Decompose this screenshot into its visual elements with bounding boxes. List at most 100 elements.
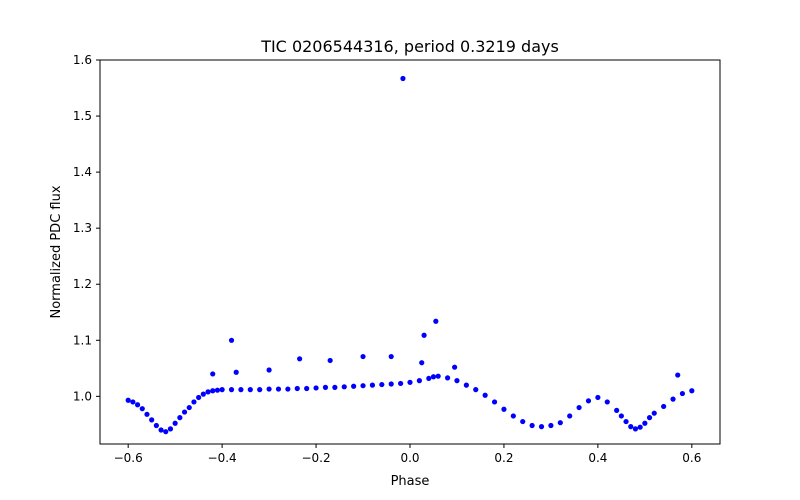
data-point — [407, 379, 413, 385]
chart-title: TIC 0206544316, period 0.3219 days — [260, 37, 559, 56]
data-points — [125, 75, 695, 435]
data-point — [210, 388, 216, 394]
data-point — [426, 375, 432, 382]
x-tick-label: 0.4 — [588, 451, 607, 465]
data-point — [219, 387, 225, 393]
data-point — [172, 420, 178, 426]
data-point — [646, 415, 653, 421]
data-point — [433, 318, 439, 324]
data-point — [297, 356, 303, 362]
data-point — [637, 424, 643, 430]
data-point — [419, 360, 425, 366]
data-point — [257, 387, 263, 393]
data-point — [228, 387, 235, 393]
data-point — [167, 426, 174, 432]
y-tick-label: 1.5 — [73, 109, 92, 123]
data-point — [134, 402, 141, 408]
data-point — [341, 384, 347, 390]
x-tick-label: 0.2 — [494, 451, 513, 465]
data-point — [463, 382, 469, 388]
data-point — [623, 418, 629, 425]
data-point — [125, 397, 131, 403]
data-point — [529, 422, 535, 429]
data-point — [228, 337, 235, 343]
data-point — [275, 386, 282, 392]
data-point — [557, 420, 563, 426]
y-tick-label: 1.1 — [73, 333, 92, 347]
data-point — [510, 413, 516, 419]
y-tick-label: 1.6 — [73, 53, 92, 67]
data-point — [139, 406, 145, 412]
y-tick-label: 1.0 — [73, 389, 92, 403]
data-point — [191, 399, 197, 405]
data-point — [205, 389, 211, 395]
data-point — [144, 411, 150, 417]
data-point — [576, 404, 582, 411]
data-point — [130, 399, 136, 405]
y-tick-label: 1.3 — [73, 221, 92, 235]
data-point — [210, 371, 216, 377]
data-point — [400, 75, 406, 82]
data-point — [313, 385, 319, 391]
data-point — [567, 413, 573, 419]
data-point — [369, 382, 376, 388]
data-point — [388, 353, 394, 360]
data-point — [266, 367, 272, 373]
data-point — [538, 424, 545, 430]
data-point — [149, 417, 155, 423]
x-tick-label: 0.6 — [682, 451, 701, 465]
data-point — [651, 410, 657, 416]
data-point — [379, 381, 385, 388]
data-point — [304, 385, 310, 392]
data-point — [294, 385, 300, 392]
data-point — [614, 407, 620, 413]
y-axis-ticks: 1.0 1.1 1.2 1.3 1.4 1.5 1.6 — [73, 53, 100, 403]
data-point — [158, 427, 164, 433]
data-point — [595, 394, 601, 401]
data-point — [186, 404, 192, 411]
data-point — [238, 387, 244, 393]
data-point — [482, 392, 488, 398]
x-axis-label: Phase — [391, 474, 430, 489]
data-point — [360, 353, 366, 360]
y-axis-label: Normalized PDC flux — [49, 185, 64, 318]
data-point — [398, 380, 404, 387]
data-point — [632, 426, 639, 432]
data-point — [642, 420, 648, 426]
data-point — [501, 406, 507, 412]
data-point — [388, 381, 394, 387]
data-point — [233, 369, 239, 375]
data-point — [153, 422, 159, 429]
data-point — [679, 390, 686, 397]
data-point — [285, 386, 291, 392]
data-point — [604, 399, 610, 405]
data-point — [548, 422, 554, 429]
y-tick-label: 1.4 — [73, 165, 92, 179]
data-point — [444, 375, 451, 381]
data-point — [452, 364, 458, 370]
data-point — [675, 372, 681, 378]
x-tick-label: −0.2 — [301, 451, 330, 465]
data-point — [196, 394, 202, 401]
data-point — [520, 418, 526, 425]
data-point — [416, 378, 422, 384]
data-point — [360, 383, 366, 389]
data-point — [181, 409, 188, 415]
data-point — [689, 388, 695, 394]
data-point — [332, 384, 338, 390]
data-point — [327, 357, 333, 364]
y-tick-label: 1.2 — [73, 277, 92, 291]
data-point — [585, 398, 592, 404]
data-point — [214, 387, 221, 393]
data-point — [247, 387, 253, 393]
x-tick-label: 0.0 — [400, 451, 419, 465]
data-point — [661, 403, 667, 410]
data-point — [200, 391, 206, 397]
data-point — [670, 396, 676, 402]
data-point — [421, 332, 427, 338]
data-point — [163, 429, 169, 435]
data-point — [618, 413, 624, 419]
data-point — [322, 384, 329, 390]
